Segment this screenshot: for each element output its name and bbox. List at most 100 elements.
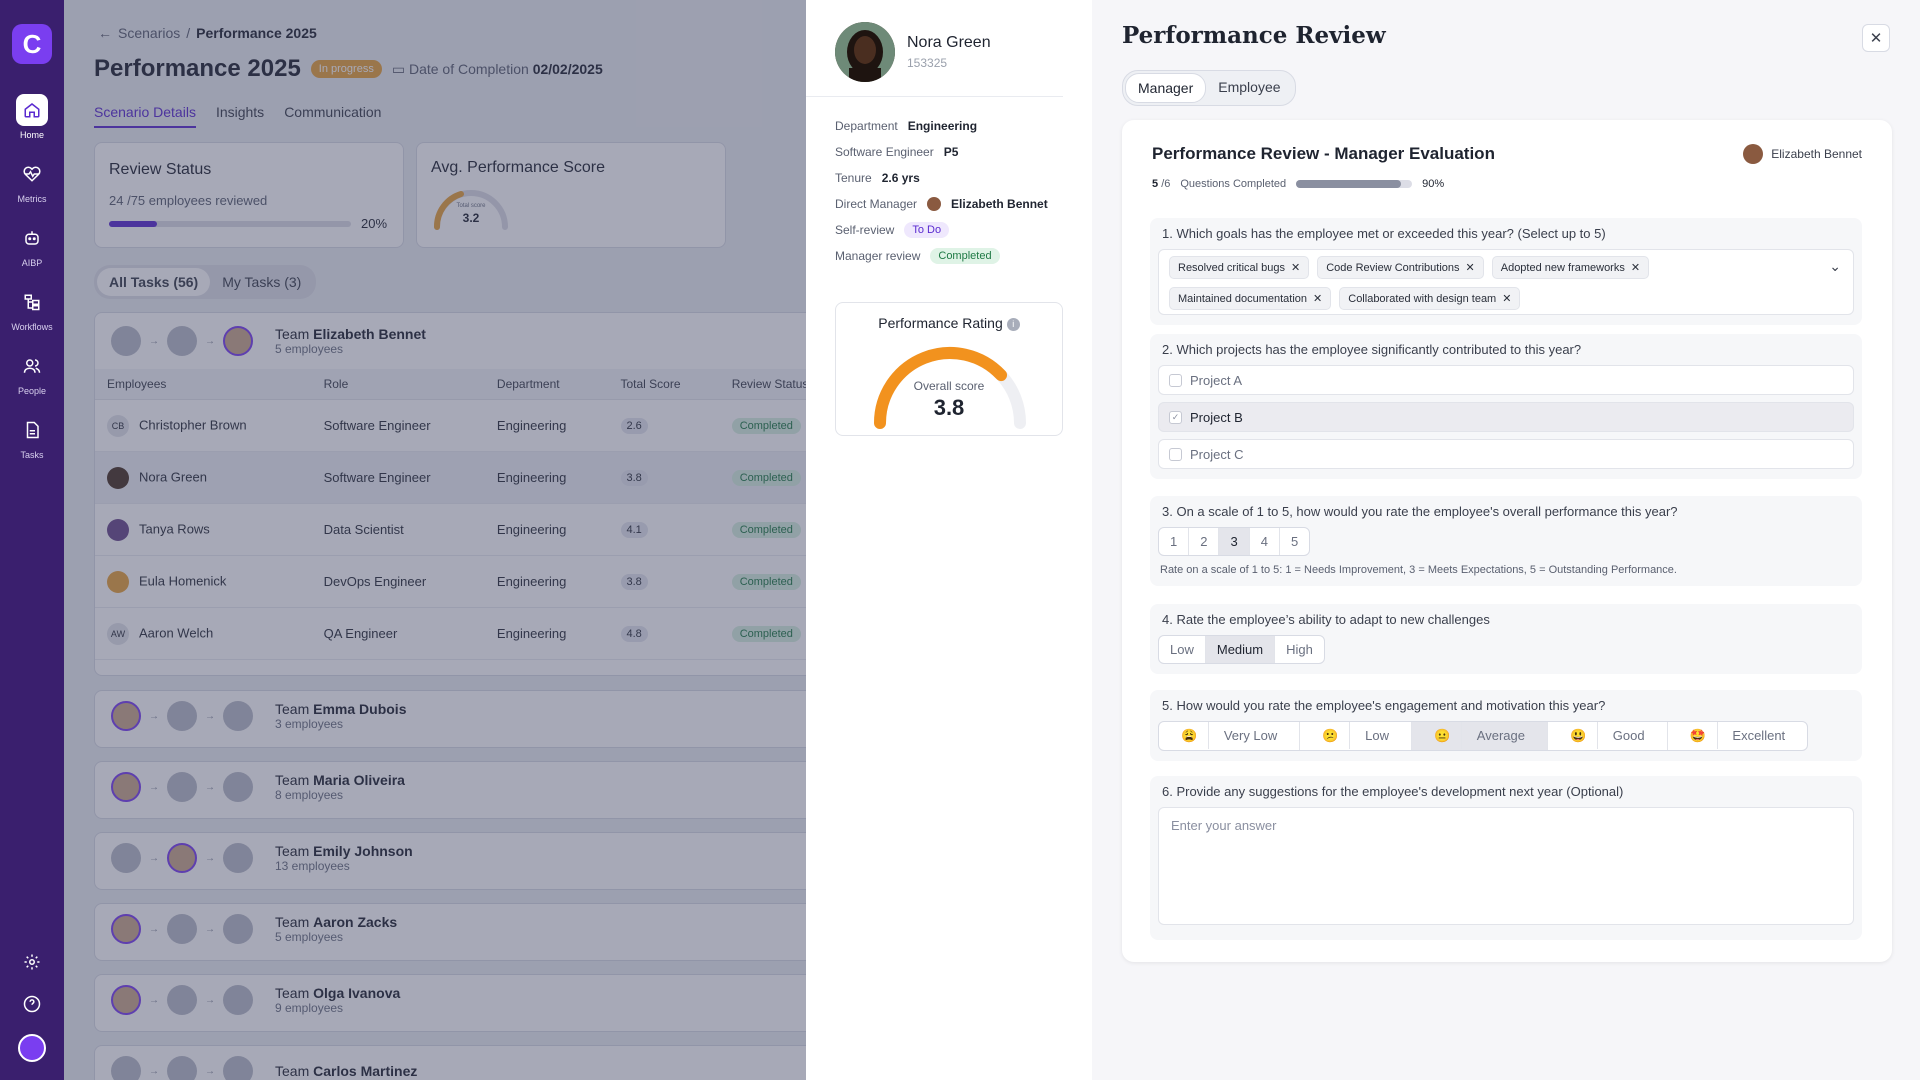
team-name: Team Maria Oliveira 8 employees <box>275 772 405 802</box>
avg-score-gauge: Total score 3.2 <box>431 185 511 231</box>
rail-label: Metrics <box>17 194 47 204</box>
goal-chip: Resolved critical bugs ✕ <box>1169 256 1310 279</box>
table-row[interactable]: CB Christopher Brown Software Engineer En… <box>95 399 853 452</box>
remove-chip-icon[interactable]: ✕ <box>1630 262 1641 274</box>
rail-item-workflows[interactable]: Workflows <box>0 286 64 332</box>
completion-date: ▭ Date of Completion 02/02/2025 <box>392 61 603 78</box>
detail-value: P5 <box>943 145 959 159</box>
rail-item-home[interactable]: Home <box>0 94 64 140</box>
team-count: 9 employees <box>275 1001 344 1015</box>
scale-option[interactable]: 5 <box>1290 534 1299 549</box>
performance-rating-card: Performance Rating i Overall score 3.8 <box>835 302 1063 436</box>
level-option[interactable]: Low <box>1159 636 1206 663</box>
option-label: Project A <box>1190 372 1243 388</box>
tab-all-tasks[interactable]: All Tasks (56) <box>97 268 211 296</box>
checkbox[interactable] <box>1169 373 1182 387</box>
avatar <box>107 570 129 593</box>
low-emoji-icon: 😕 <box>1311 722 1351 749</box>
page-title-row: Performance 2025 In progress ▭ Date of C… <box>94 55 603 83</box>
table-row[interactable]: Tanya Rows Data Scientist Engineering 4.… <box>95 503 853 556</box>
engagement-option[interactable]: 😐 Average <box>1411 722 1548 750</box>
avatar <box>167 914 197 944</box>
gear-icon[interactable] <box>20 950 44 974</box>
engagement-option[interactable]: 🤩 Excellent <box>1668 722 1808 750</box>
column-header[interactable]: Department <box>484 369 609 400</box>
project-option[interactable]: Project C <box>1158 439 1854 469</box>
goals-multiselect[interactable]: Resolved critical bugs ✕ Code Review Cont… <box>1158 249 1854 315</box>
employee-name: Nora Green <box>907 34 991 51</box>
rail-item-people[interactable]: People <box>0 350 64 396</box>
status-badge: Completed <box>731 522 801 538</box>
tab-employee[interactable]: Employee <box>1218 79 1281 95</box>
checkbox[interactable] <box>1169 447 1182 461</box>
tab-scenario-details[interactable]: Scenario Details <box>94 104 196 128</box>
status-badge: In progress <box>310 60 382 78</box>
scale-option[interactable]: 2 <box>1189 528 1220 555</box>
level-option[interactable]: High <box>1286 642 1313 657</box>
app-logo[interactable]: C <box>12 24 52 64</box>
remove-chip-icon[interactable]: ✕ <box>1313 293 1323 305</box>
tab-my-tasks[interactable]: My Tasks (3) <box>222 274 302 290</box>
document-icon <box>16 414 48 446</box>
reviewed-total: /75 employees reviewed <box>127 193 268 208</box>
remove-chip-icon[interactable]: ✕ <box>1465 262 1475 274</box>
overall-label: Overall score <box>913 379 985 393</box>
engagement-scale: 😩 Very Low 😕 Low 😐 Average 😃 Good 🤩 Exce… <box>1158 721 1809 751</box>
engagement-option[interactable]: 😕 Low <box>1300 722 1412 750</box>
scale-option[interactable]: 4 <box>1250 528 1280 555</box>
checkbox[interactable]: ✓ <box>1169 410 1182 424</box>
rail-bottom <box>18 950 46 1062</box>
rail-item-tasks[interactable]: Tasks <box>0 414 64 460</box>
info-icon[interactable]: i <box>1006 317 1020 331</box>
tab-manager[interactable]: Manager <box>1125 73 1207 103</box>
team-lead: Emily Johnson <box>313 843 413 859</box>
team-card[interactable]: → → Team Olga Ivanova 9 employees <box>94 974 854 1032</box>
question-text: 2. Which projects has the employee signi… <box>1162 342 1582 357</box>
excellent-emoji-icon: 🤩 <box>1678 722 1718 749</box>
project-option[interactable]: ✓ Project B <box>1158 402 1854 432</box>
breadcrumb-current: Performance 2025 <box>196 25 317 41</box>
table-row[interactable]: Eula Homenick DevOps Engineer Engineerin… <box>95 555 853 608</box>
team-card[interactable]: → → Team Aaron Zacks 5 employees <box>94 903 854 961</box>
score-badge: 3.8 <box>620 574 648 590</box>
tab-insights[interactable]: Insights <box>215 104 265 120</box>
help-icon[interactable] <box>20 992 44 1016</box>
team-card[interactable]: → → Team Emily Johnson 13 employees <box>94 832 854 890</box>
team-card[interactable]: → → Team Maria Oliveira 8 employees <box>94 761 854 819</box>
detail-label: Self-review <box>835 223 895 237</box>
question-text: 5. How would you rate the employee's eng… <box>1162 698 1606 713</box>
team-name: Team Elizabeth Bennet 5 employees <box>275 326 426 356</box>
team-card[interactable]: → → Team Emma Dubois 3 employees <box>94 690 854 748</box>
tab-communication[interactable]: Communication <box>284 104 382 120</box>
team-card-expanded[interactable]: → → Team Elizabeth Bennet 5 employees Em… <box>94 312 854 676</box>
employee-id: 153325 <box>907 56 948 70</box>
detail-value: Elizabeth Bennet <box>951 197 1048 211</box>
breadcrumb-root[interactable]: Scenarios <box>118 25 181 41</box>
rail-item-metrics[interactable]: Metrics <box>0 158 64 204</box>
remove-chip-icon[interactable]: ✕ <box>1291 262 1301 274</box>
scale-option[interactable]: 3 <box>1219 528 1250 555</box>
column-header[interactable]: Total Score <box>608 369 720 400</box>
remove-chip-icon[interactable]: ✕ <box>1502 293 1512 305</box>
table-row[interactable]: AW Aaron Welch QA Engineer Engineering 4.… <box>95 607 853 660</box>
rail-item-aibp[interactable]: AIBP <box>0 222 64 268</box>
completed-count: 5 <box>1152 178 1159 190</box>
user-avatar[interactable] <box>18 1034 46 1062</box>
suggestions-textarea[interactable] <box>1158 807 1854 925</box>
avatar <box>167 985 197 1015</box>
engagement-option[interactable]: 😃 Good <box>1548 722 1668 750</box>
status-badge: Completed <box>731 626 801 642</box>
column-header[interactable]: Employees <box>95 369 312 400</box>
profile-details: Department Engineering Software Engineer P… <box>806 97 1092 285</box>
team-card[interactable]: → → Team Carlos Martinez <box>94 1045 854 1080</box>
column-header[interactable]: Role <box>311 369 485 400</box>
close-button[interactable]: ✕ <box>1862 24 1890 52</box>
team-name: Team Carlos Martinez <box>275 1063 417 1079</box>
engagement-option[interactable]: 😩 Very Low <box>1159 722 1301 750</box>
project-option[interactable]: Project A <box>1158 365 1854 395</box>
chevron-down-icon[interactable]: ⌄ <box>1829 258 1841 274</box>
scale-option[interactable]: 1 <box>1159 528 1190 555</box>
level-option[interactable]: Medium <box>1205 636 1276 663</box>
back-arrow-icon[interactable]: ← <box>98 25 112 41</box>
avatar <box>223 843 253 873</box>
